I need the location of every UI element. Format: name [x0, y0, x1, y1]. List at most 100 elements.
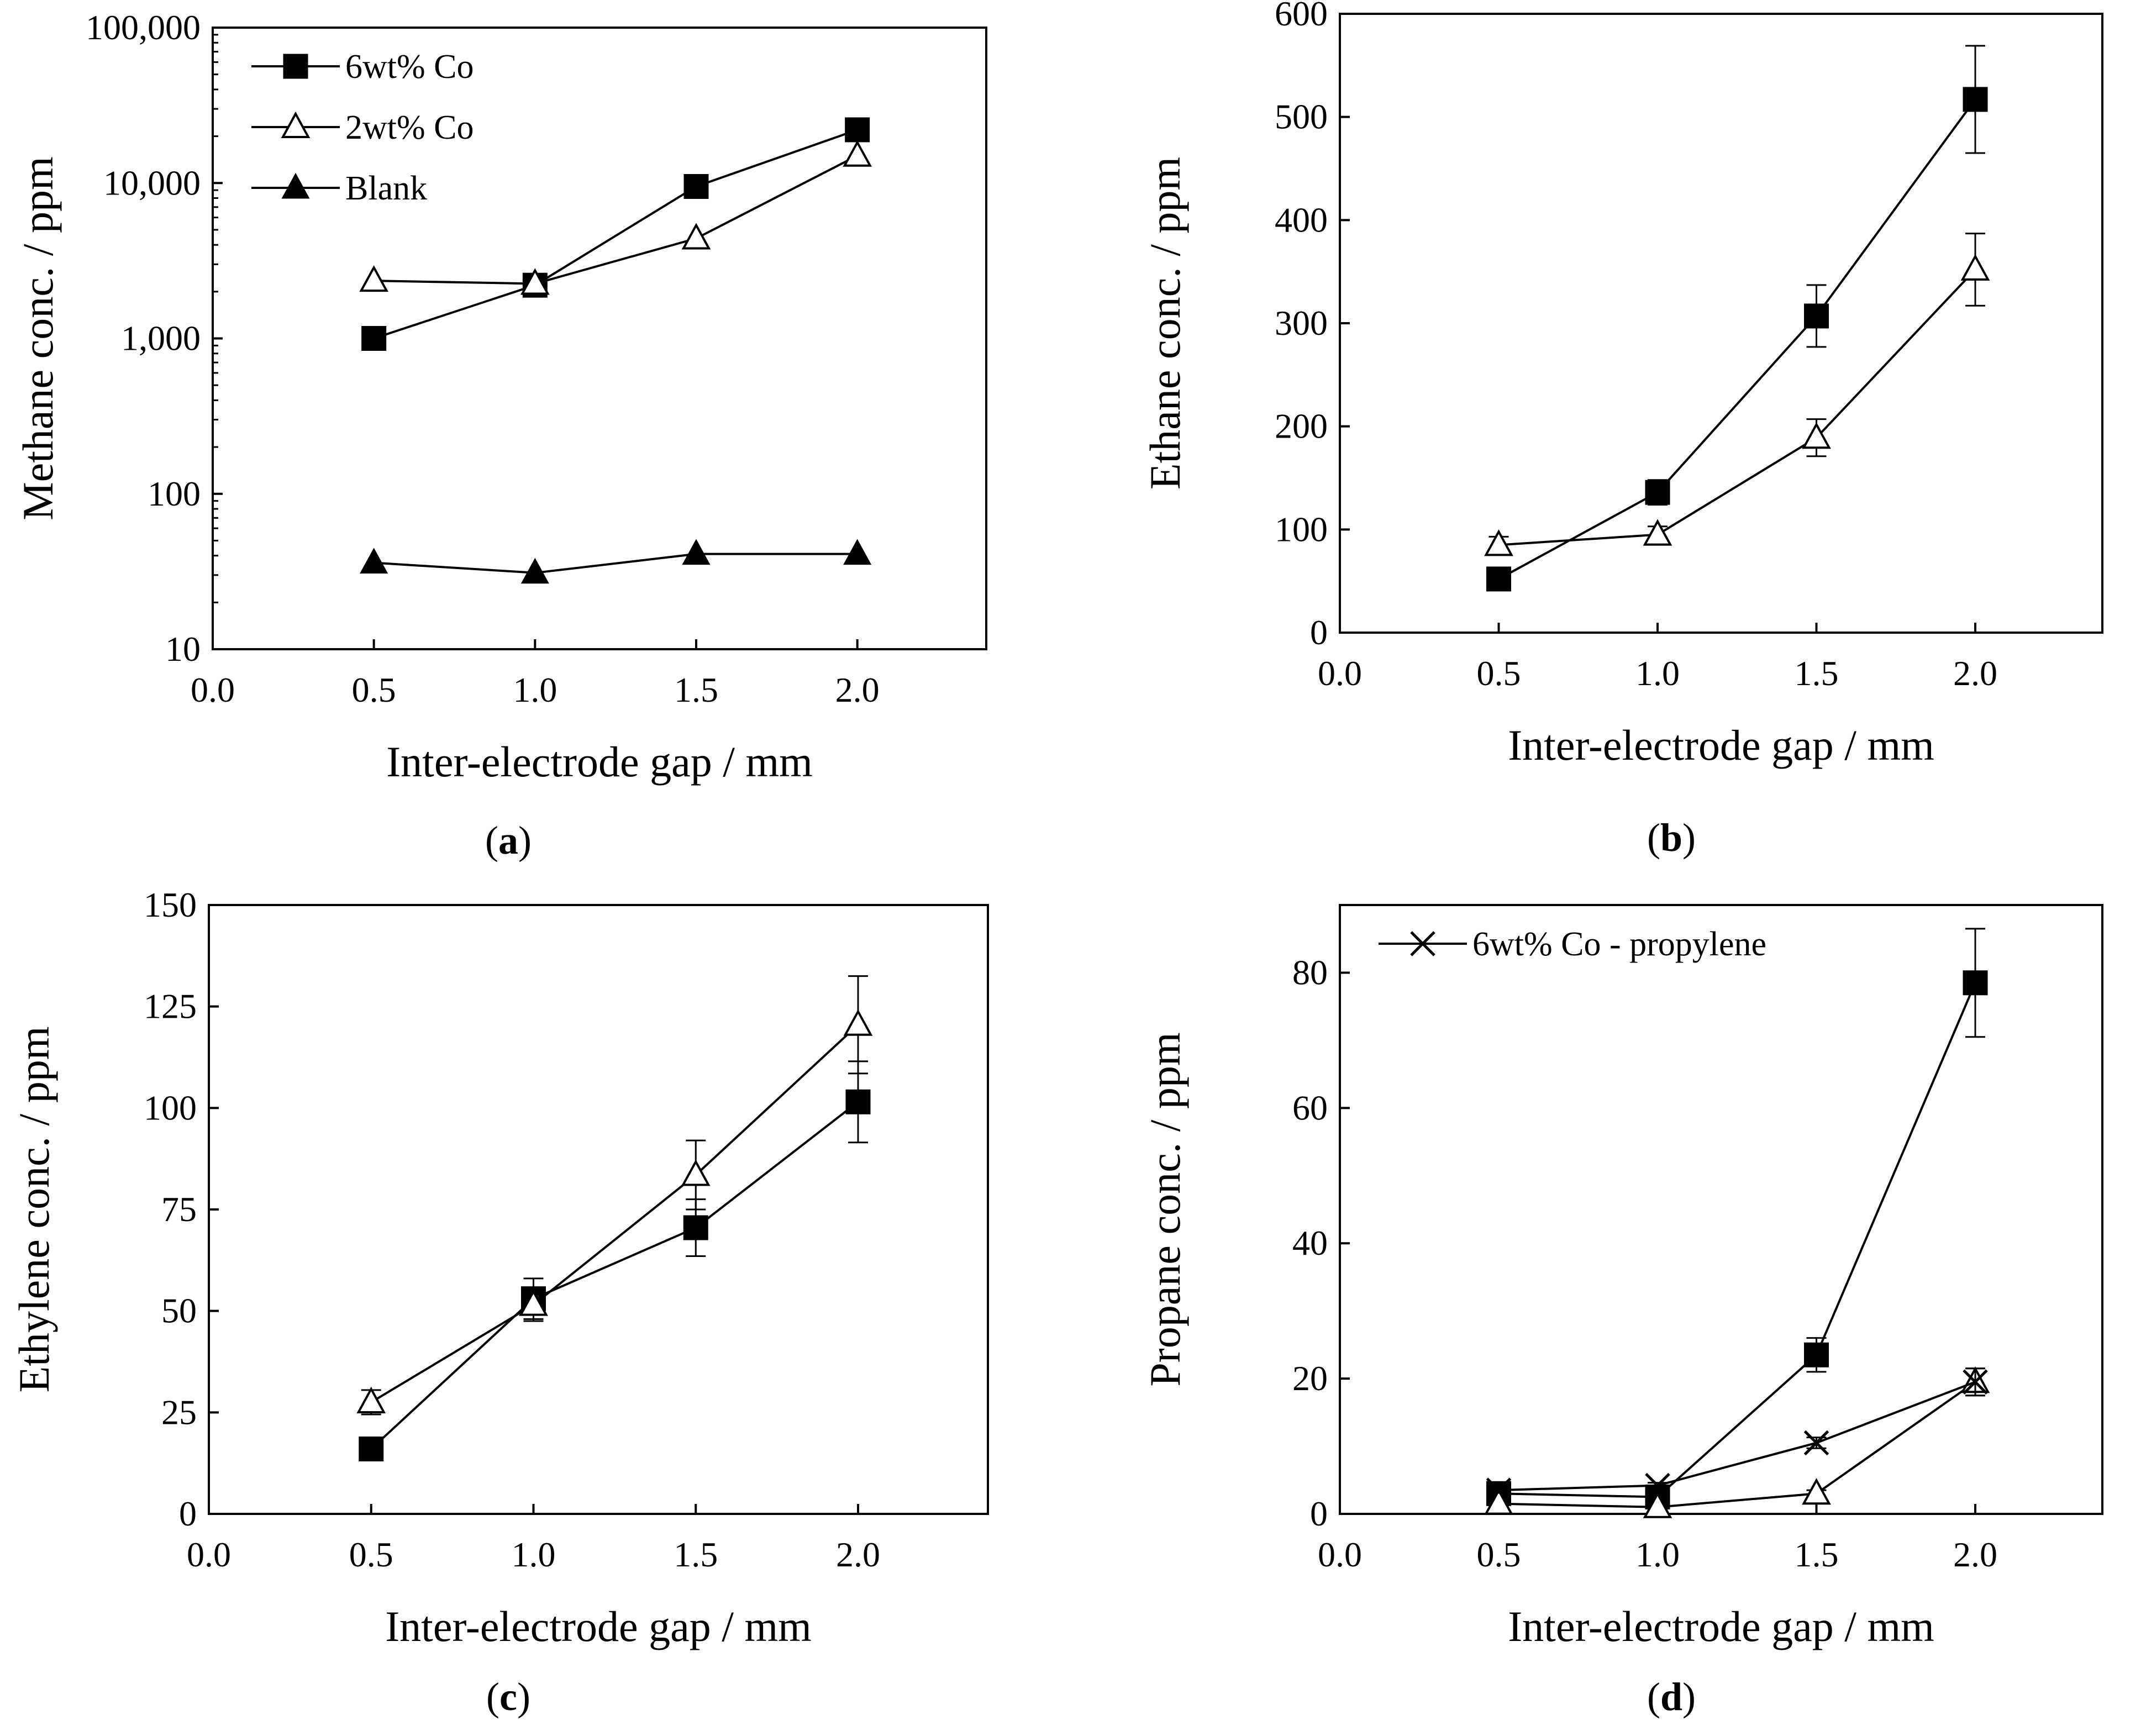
series-6wt-co-propylene: [1486, 1367, 1988, 1503]
series-6wt-co: [361, 117, 870, 351]
plot-frame: [1339, 904, 2103, 1515]
y-tick-label: 150: [144, 885, 197, 924]
panel-c: 0 25 50 75 100 125 150 0.0 0.5 1.0 1.5 2.0 Inter-ele…: [10, 885, 989, 1719]
x-tick-label: 0.0: [191, 670, 235, 709]
x-tick-label: 1.5: [674, 1535, 718, 1574]
y-tick-label: 10,000: [103, 163, 201, 202]
legend-marker: [281, 111, 311, 138]
panel-caption-letter: b: [1660, 816, 1682, 860]
data-point: [1484, 529, 1513, 556]
x-tick-label: 1.5: [1795, 1535, 1839, 1574]
series-blank: [360, 539, 872, 584]
x-tick-label: 0.0: [1318, 1535, 1362, 1574]
x-tick-label: 2.0: [835, 670, 880, 709]
data-point: [1963, 970, 1988, 996]
legend-marker: [283, 54, 308, 79]
x-axis-title: Inter-electrode gap / mm: [1508, 1602, 1934, 1650]
x-tick-label: 1.5: [674, 670, 718, 709]
data-point: [360, 548, 388, 574]
data-point: [683, 1215, 708, 1240]
y-tick-label: 80: [1292, 953, 1328, 992]
data-point: [1804, 303, 1829, 329]
y-axis-title: Ethane conc. / ppm: [1141, 157, 1189, 490]
data-point: [843, 1009, 873, 1036]
data-point: [682, 539, 711, 565]
series-line: [1498, 269, 1976, 546]
y-tick-label: 100: [144, 1088, 197, 1127]
x-axis-title: Inter-electrode gap / mm: [1508, 721, 1934, 769]
y-tick-label: 125: [144, 987, 197, 1026]
data-point: [681, 223, 711, 250]
data-point: [681, 1159, 711, 1186]
panel-caption: (c): [486, 1675, 530, 1719]
y-tick-label: 200: [1275, 407, 1328, 446]
y-axis-title: Methane conc. / ppm: [14, 156, 62, 520]
data-point: [519, 1289, 548, 1316]
data-point: [843, 140, 872, 167]
x-tick-label: 2.0: [1953, 1535, 1997, 1574]
data-point: [520, 268, 550, 295]
legend-label: 6wt% Co - propylene: [1472, 925, 1766, 963]
data-point: [1802, 1478, 1831, 1505]
data-point: [1804, 1342, 1829, 1367]
y-tick-label: 0: [1310, 1494, 1328, 1533]
legend-marker: [1410, 931, 1435, 956]
series-line: [374, 154, 858, 285]
series-line: [374, 553, 858, 574]
series-line: [1498, 98, 1976, 580]
data-point: [1963, 1369, 1988, 1395]
y-tick-label: 600: [1275, 0, 1328, 33]
y-tick-label: 400: [1275, 200, 1328, 239]
y-tick-label: 100: [1275, 509, 1328, 549]
series-2wt-co: [1484, 233, 1990, 556]
legend-label: Blank: [345, 170, 427, 207]
data-point: [520, 557, 549, 584]
legend-item: 6wt% Co - propylene: [1379, 925, 1766, 963]
series-6wt-co: [1486, 45, 1988, 592]
legend: 6wt% Co 2wt% Co Blank: [251, 48, 474, 207]
x-tick-label: 2.0: [1953, 654, 1997, 693]
data-point: [1963, 87, 1988, 112]
data-point: [1484, 1488, 1513, 1515]
data-point: [1643, 519, 1672, 546]
series-line: [1498, 1381, 1976, 1508]
legend: 6wt% Co - propylene: [1379, 925, 1766, 963]
y-tick-label: 60: [1292, 1088, 1328, 1127]
data-point: [1802, 422, 1831, 449]
data-point: [1803, 1430, 1829, 1456]
series-line: [1498, 1381, 1976, 1492]
panel-d: 0 20 40 60 80 0.0 0.5 1.0 1.5 2.0 Inter-electrode …: [1141, 904, 2103, 1719]
y-tick-label: 75: [161, 1190, 197, 1229]
y-tick-label: 50: [161, 1291, 197, 1330]
series-line: [1498, 982, 1976, 1498]
panel-caption: (b): [1647, 816, 1696, 860]
data-point: [843, 539, 872, 565]
panel-caption: (d): [1647, 1675, 1696, 1719]
series-6wt-co: [1486, 928, 1988, 1509]
legend-item: 6wt% Co: [251, 48, 474, 86]
data-point: [1645, 1472, 1670, 1498]
panel-caption: (a): [485, 818, 532, 862]
data-point: [1960, 254, 1990, 281]
y-tick-label: 20: [1292, 1359, 1328, 1398]
data-point: [1486, 566, 1511, 592]
data-point: [845, 117, 870, 143]
y-tick-label: 0: [1310, 613, 1328, 652]
plot-frame: [208, 904, 989, 1515]
panel-a: 10 100 1,000 10,000 100,000 0.0 0.5 1.0 1.5 2.0 In…: [14, 8, 987, 862]
legend-item: 2wt% Co: [251, 109, 474, 146]
y-tick-label: 500: [1275, 97, 1328, 136]
panel-caption-letter: a: [498, 818, 518, 862]
data-point: [1645, 480, 1670, 505]
legend-item: Blank: [251, 170, 427, 207]
x-axis-title: Inter-electrode gap / mm: [385, 1602, 812, 1650]
panel-caption-letter: d: [1660, 1675, 1682, 1719]
legend-label: 2wt% Co: [345, 109, 474, 146]
panel-b: 0 100 200 300 400 500 600 0.0 0.5 1.0 1.5 2.0 Inter-…: [1141, 0, 2103, 860]
data-point: [359, 1436, 384, 1461]
data-point: [683, 174, 709, 199]
data-point: [845, 1089, 871, 1114]
x-tick-label: 0.5: [352, 670, 396, 709]
legend-marker: [281, 172, 310, 199]
